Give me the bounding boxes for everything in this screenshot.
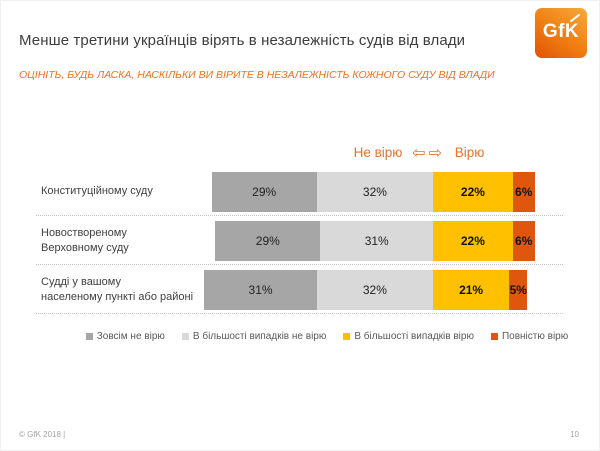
bar-segment: 29% [215, 220, 321, 261]
category-label: Судді у вашому населеному пункті або рай… [41, 275, 194, 303]
page-number: 10 [570, 430, 579, 439]
value-label: 5% [509, 282, 527, 297]
bar-segment: 32% [316, 269, 433, 310]
bar-segment: 29% [211, 171, 317, 212]
gfk-logo: GfK [535, 8, 587, 58]
legend-label: Повністю вірю [501, 331, 569, 342]
chart-row: Судді у вашому населеному пункті або рай… [1, 265, 599, 314]
chart-row: Новоствореному Верховному суду 29% 31% 22% 6… [1, 216, 599, 265]
chart-row: Конституційному суду 29% 32% 22% 6% [1, 167, 599, 216]
value-label: 32% [362, 184, 387, 199]
value-label: 32% [362, 282, 387, 297]
legend-item: В більшості випадків не вірю [181, 331, 327, 342]
bar-segment: 31% [204, 269, 317, 310]
legend-label: Зовсім не вірю [96, 331, 165, 342]
arrow-left-icon: ⇦ [412, 145, 429, 162]
legend-swatch-icon [181, 333, 189, 340]
direction-left-label: Не вірю [353, 145, 403, 160]
category-label: Конституційному суду [41, 185, 153, 198]
bar-segment: 22% [432, 171, 513, 212]
value-label: 6% [515, 184, 533, 199]
value-label: 29% [255, 233, 280, 248]
legend-label: В більшості випадків вірю [354, 331, 474, 342]
bar-segment: 6% [512, 220, 535, 261]
direction-arrows: ⇦⇨ [412, 145, 445, 162]
value-label: 22% [460, 233, 485, 248]
value-label: 29% [252, 184, 277, 199]
value-label: 22% [460, 184, 485, 199]
legend-item: Зовсім не вірю [85, 331, 165, 342]
direction-right-label: Вірю [454, 145, 485, 160]
bar-segment: 21% [432, 269, 510, 310]
legend-swatch-icon [490, 333, 498, 340]
bar-segment: 5% [509, 269, 528, 310]
stacked-bar: 29% 32% 22% 6% [211, 171, 535, 212]
legend-item: В більшості випадків вірю [343, 331, 474, 342]
value-label: 21% [459, 282, 484, 297]
arrow-right-icon: ⇨ [428, 145, 445, 162]
value-label: 6% [515, 233, 533, 248]
chart-rows: Конституційному суду 29% 32% 22% 6% Новоствор… [1, 167, 599, 314]
value-label: 31% [364, 233, 389, 248]
stacked-bar: 31% 32% 21% 5% [204, 269, 528, 310]
category-label: Новоствореному Верховному суду [41, 226, 129, 254]
bar-segment: 6% [512, 171, 535, 212]
bar-segment: 32% [316, 171, 433, 212]
page-title: Менше третини українців вірять в незалеж… [19, 32, 466, 49]
logo-text: GfK [542, 21, 580, 42]
value-label: 31% [248, 282, 273, 297]
bar-segment: 22% [432, 220, 513, 261]
legend-swatch-icon [343, 333, 351, 340]
question-subtitle: ОЦІНІТЬ, БУДЬ ЛАСКА, НАСКІЛЬКИ ВИ ВІРИТЕ… [19, 69, 495, 81]
legend-item: Повністю вірю [490, 331, 569, 342]
legend-swatch-icon [85, 333, 93, 340]
legend-label: В більшості випадків не вірю [192, 331, 327, 342]
footer-copyright: © GfK 2018 | [19, 430, 66, 439]
direction-header: Не вірю ⇦⇨ Вірю [354, 142, 485, 162]
stacked-bar: 29% 31% 22% 6% [215, 220, 535, 261]
bar-segment: 31% [320, 220, 433, 261]
chart-legend: Зовсім не вірю В більшості випадків не ві… [1, 331, 599, 342]
